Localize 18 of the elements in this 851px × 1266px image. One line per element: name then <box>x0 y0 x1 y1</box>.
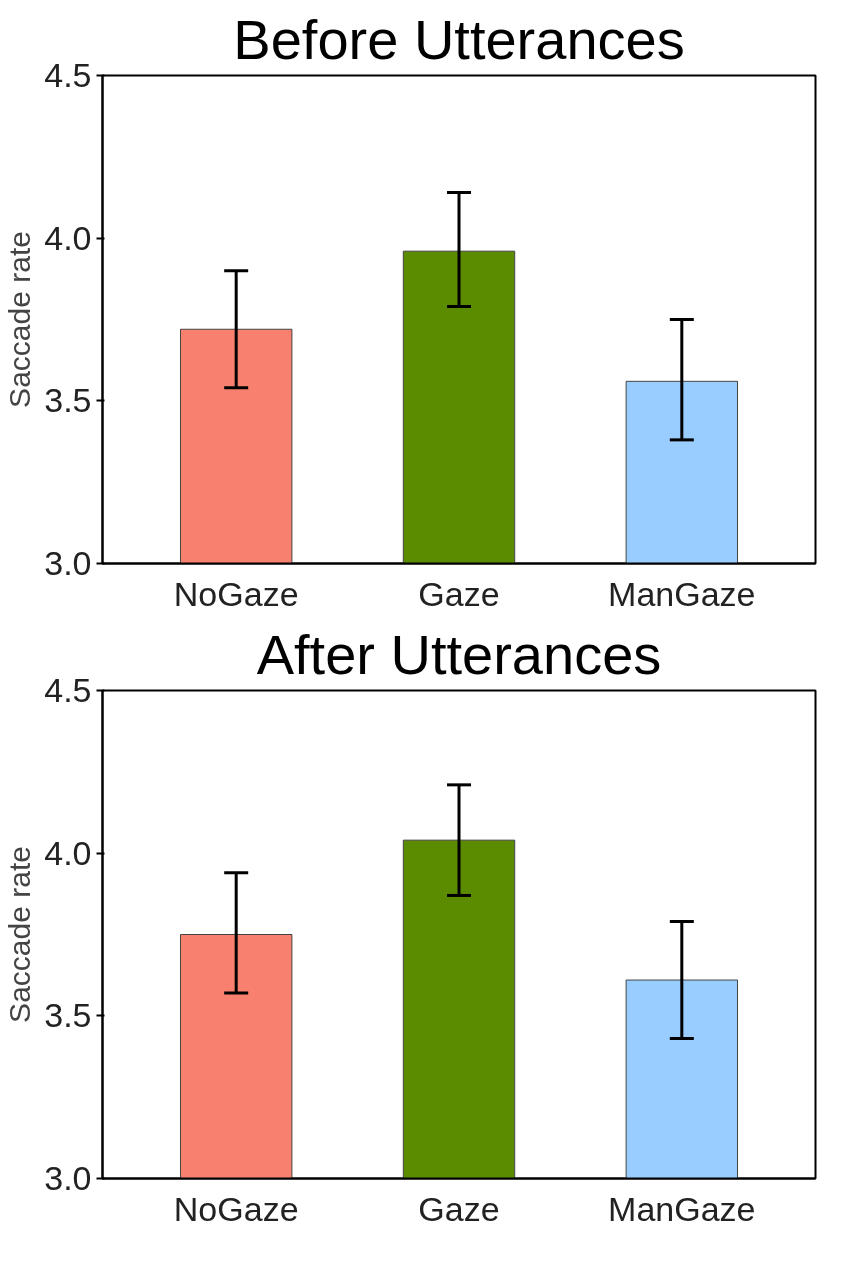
x-tick-label: NoGaze <box>173 1189 299 1228</box>
x-tick-label: Gaze <box>418 1189 500 1228</box>
x-tick-label: Gaze <box>418 574 500 613</box>
chart-title: After Utterances <box>256 622 662 686</box>
y-axis-title: Saccade rate <box>3 231 37 408</box>
chart-title: Before Utterances <box>233 7 685 71</box>
y-tick-label: 4.5 <box>44 56 92 94</box>
x-tick-label: ManGaze <box>608 574 756 613</box>
y-tick-label: 3.0 <box>44 544 92 582</box>
y-tick-label: 3.0 <box>44 1159 92 1197</box>
y-tick-label: 3.5 <box>44 996 92 1035</box>
y-tick-label: 4.5 <box>44 671 92 709</box>
x-tick-label: ManGaze <box>608 1189 756 1228</box>
y-tick-label: 4.0 <box>44 833 92 872</box>
y-tick-label: 3.5 <box>44 381 92 420</box>
x-tick-label: NoGaze <box>173 574 299 613</box>
y-axis-title: Saccade rate <box>3 846 37 1023</box>
y-tick-label: 4.0 <box>44 218 92 257</box>
